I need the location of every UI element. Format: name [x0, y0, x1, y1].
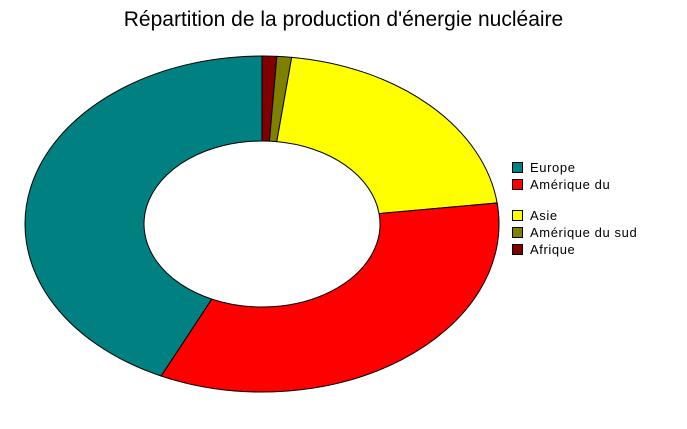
- legend-label: Asie: [530, 208, 558, 223]
- chart-title: Répartition de la production d'énergie n…: [123, 8, 564, 31]
- legend-swatch: [512, 210, 523, 221]
- legend-item-europe: Europe: [512, 160, 637, 175]
- legend-item-amerique-du-nord: Amérique du: [512, 177, 637, 192]
- legend-label: Afrique: [530, 242, 576, 257]
- legend-swatch: [512, 244, 523, 255]
- slice-amérique-du: [160, 202, 500, 393]
- slice-europe: [24, 55, 263, 377]
- legend-label: Amérique du: [530, 177, 611, 192]
- legend-label: Europe: [530, 160, 576, 175]
- legend: Europe Amérique du Asie Amérique du sud …: [512, 160, 637, 259]
- legend-swatch: [512, 227, 523, 238]
- legend-swatch: [512, 162, 523, 173]
- legend-label: Amérique du sud: [530, 225, 638, 240]
- legend-item-afrique: Afrique: [512, 242, 637, 257]
- slice-asie: [276, 56, 498, 215]
- legend-swatch: [512, 179, 523, 190]
- legend-item-asie: Asie: [512, 208, 637, 223]
- legend-item-amerique-du-sud: Amérique du sud: [512, 225, 637, 240]
